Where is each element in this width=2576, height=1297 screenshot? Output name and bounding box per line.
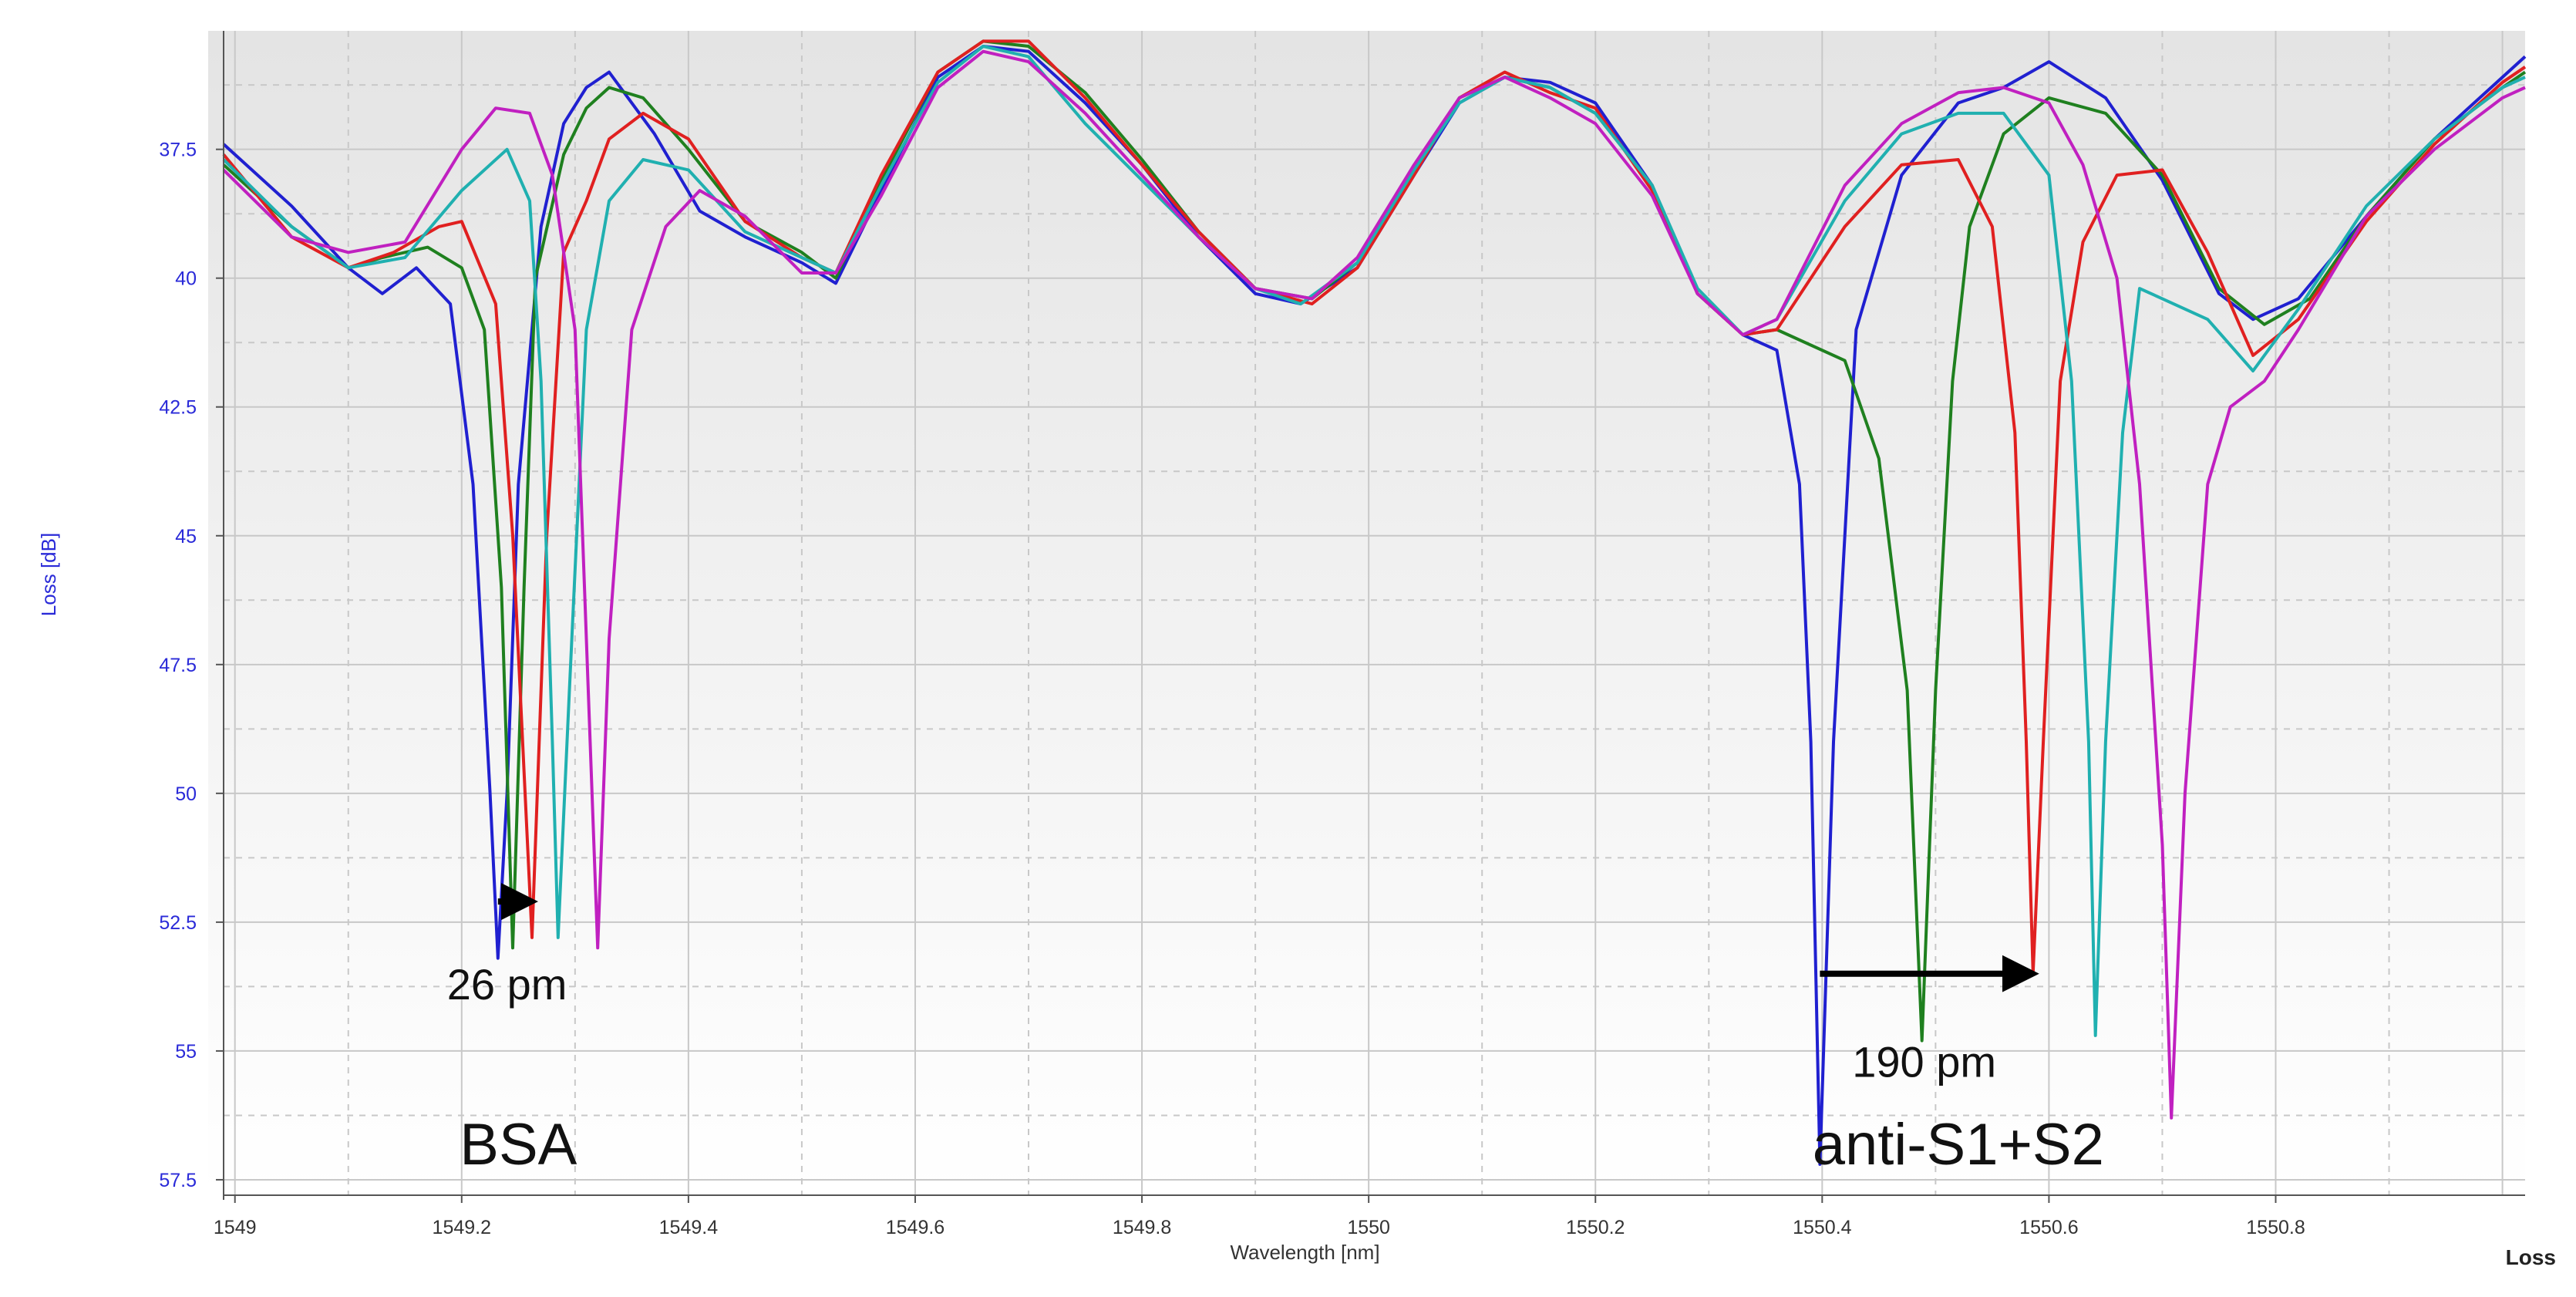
- x-tick-label: 1550.4: [1793, 1217, 1852, 1238]
- series-line-5: [222, 49, 2526, 1120]
- x-tick-label: 1549.8: [1113, 1217, 1171, 1238]
- x-tick-label: 1549.4: [659, 1217, 719, 1238]
- plot-series: [222, 39, 2527, 1166]
- y-axis-label: Loss [dB]: [37, 533, 60, 616]
- x-tick-label: 1549.6: [886, 1217, 945, 1238]
- y-tick-label: 37.5: [159, 140, 197, 161]
- annotations: 26 pm 190 pm BSA anti-S1+S2: [447, 883, 2104, 1177]
- y-tick-label: 57.5: [159, 1170, 197, 1191]
- shift-label: 26 pm: [447, 960, 567, 1009]
- y-tick-label: 55: [175, 1041, 197, 1063]
- plot-area: [208, 31, 2525, 1195]
- y-tick-label: 50: [175, 783, 197, 805]
- y-tick-label: 40: [175, 268, 197, 290]
- series-line-4: [222, 45, 2526, 1037]
- sample-label: BSA: [460, 1112, 577, 1177]
- y-tick-label: 45: [175, 526, 197, 547]
- x-tick-label: 1550: [1347, 1217, 1390, 1238]
- y-tick-label: 42.5: [159, 397, 197, 419]
- grid-lines: [224, 31, 2525, 1195]
- sample-label: anti-S1+S2: [1813, 1112, 2104, 1177]
- shift-label: 190 pm: [1852, 1037, 1996, 1086]
- x-tick-label: 1549.2: [433, 1217, 491, 1238]
- axes: 1549 1549.2 1549.4 1549.6 1549.8 1550 1550.2 15…: [37, 31, 2556, 1269]
- x-tick-label: 1549: [214, 1217, 257, 1238]
- corner-label: Loss: [2506, 1245, 2556, 1269]
- x-tick-label: 1550.6: [2019, 1217, 2078, 1238]
- series-line-3: [222, 39, 2527, 975]
- y-tick-label: 47.5: [159, 655, 197, 676]
- x-tick-label: 1550.2: [1566, 1217, 1625, 1238]
- x-axis-label: Wavelength [nm]: [1230, 1241, 1379, 1264]
- y-tick-label: 52.5: [159, 912, 197, 934]
- x-tick-label: 1550.8: [2246, 1217, 2305, 1238]
